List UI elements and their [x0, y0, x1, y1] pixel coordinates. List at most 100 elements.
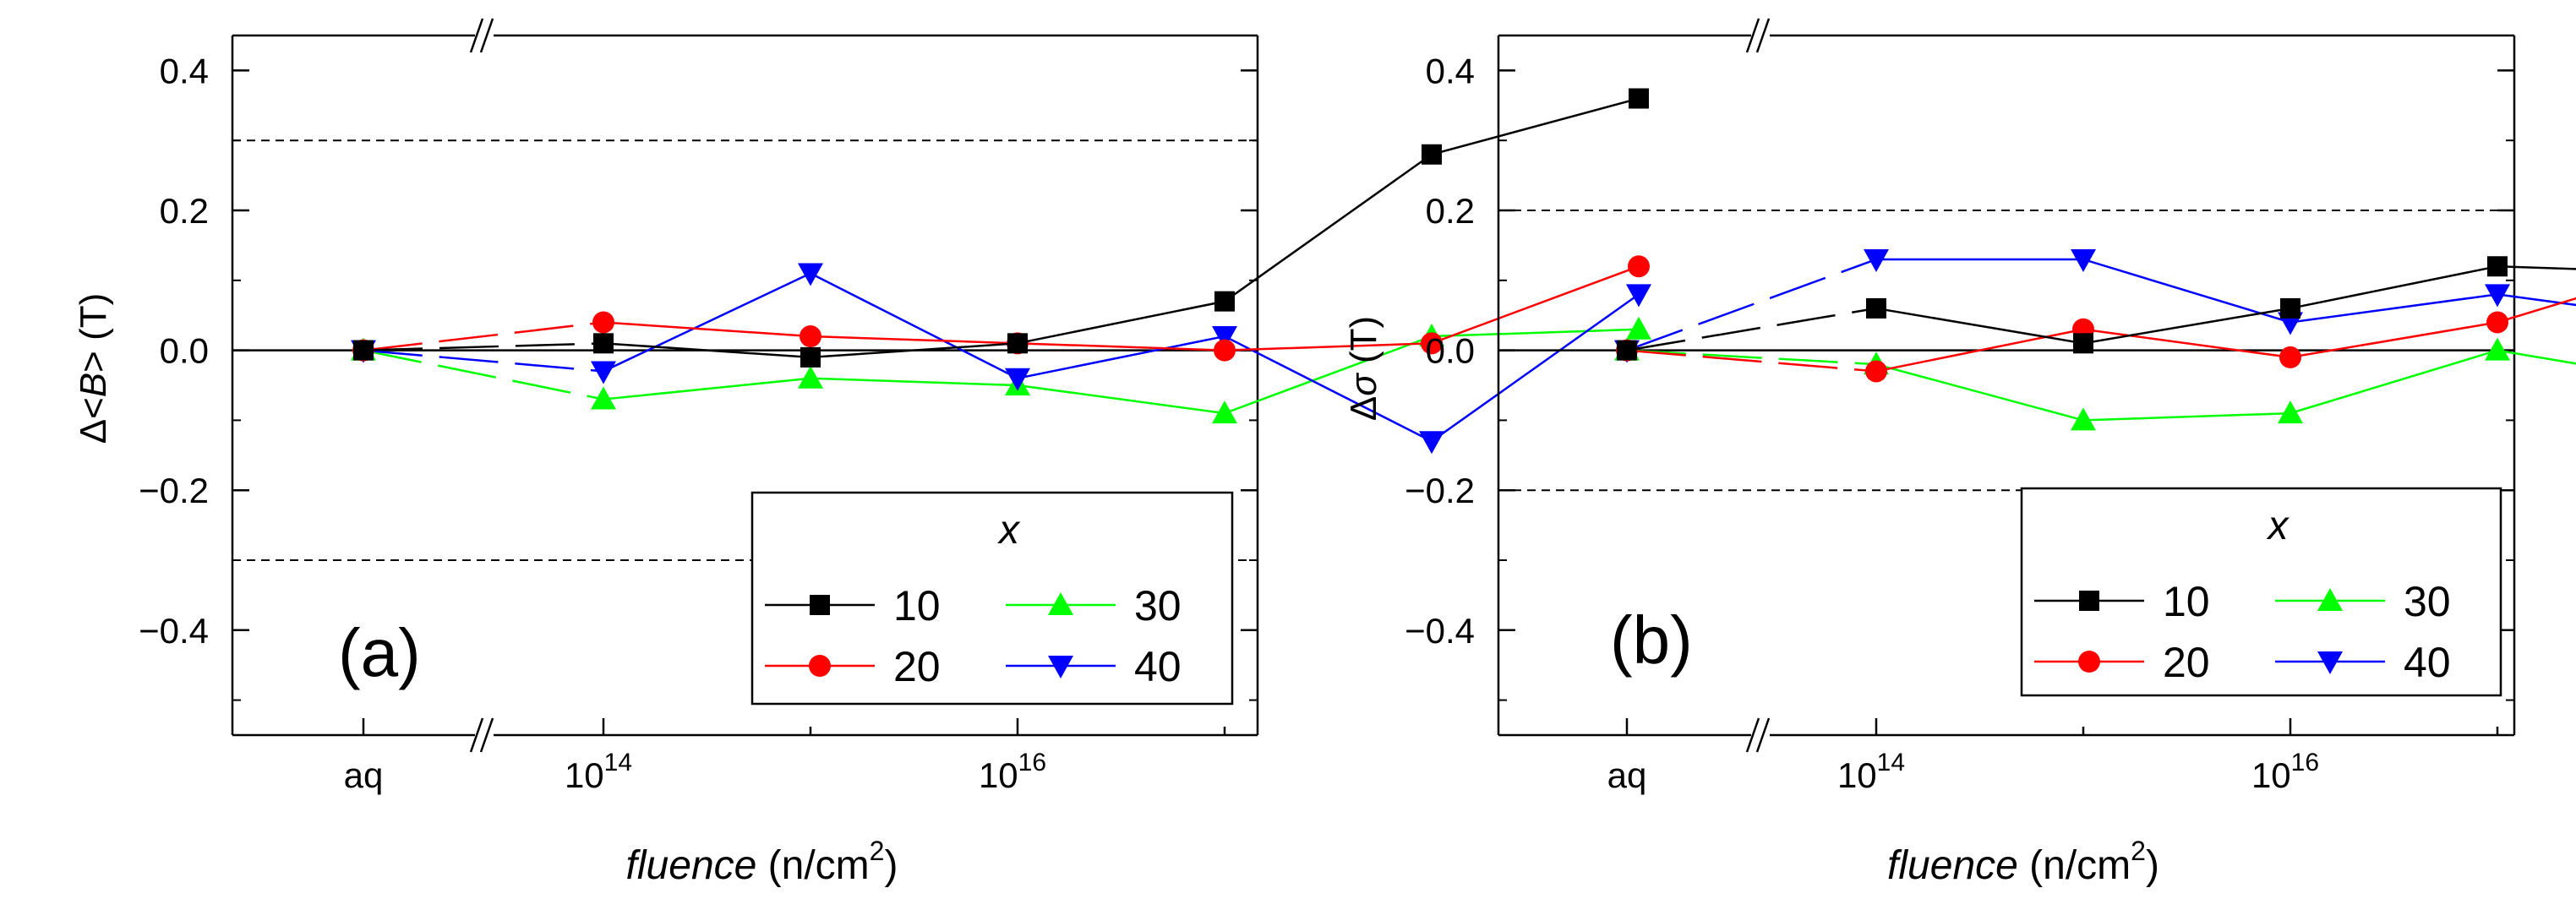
data-point-circle: [2279, 346, 2301, 368]
series-line-break-segment: [1626, 349, 1877, 366]
series-line: [1875, 264, 2576, 345]
data-point-triangle-up: [1048, 592, 1073, 615]
axis-break-mark: [469, 717, 484, 753]
data-point-triangle-up: [798, 365, 823, 389]
series-10: [353, 88, 1649, 368]
data-point-triangle-down: [2071, 248, 2096, 272]
series-line-break-segment: [1626, 349, 1877, 373]
x-tick-label-exponent: 16: [2291, 749, 2319, 776]
series-line-break-segment: [363, 321, 604, 351]
x-tick-label: 1014: [565, 749, 632, 795]
axis-break-mark: [469, 18, 484, 53]
legend-box: [750, 491, 1234, 706]
y-tick-label: −0.4: [1405, 611, 1475, 651]
axis-break-mark: [1745, 18, 1760, 53]
x-tick-label-base: 10: [1837, 755, 1877, 795]
legend-label: 10: [893, 582, 941, 629]
y-axis-label: Δσ (T): [1343, 316, 1384, 421]
series-40: [1614, 248, 2576, 363]
y-axis-label-prefix: Δ<: [73, 397, 114, 444]
data-point-triangle-down: [1864, 248, 1889, 272]
x-tick-label-exponent: 14: [1877, 749, 1905, 776]
data-point-square: [810, 595, 830, 615]
y-tick-label: 0.0: [1426, 331, 1475, 371]
x-axis-label-unit: (n/cm: [756, 843, 869, 888]
y-tick-label: 0.2: [1426, 191, 1475, 231]
series-line: [603, 97, 1640, 359]
x-tick-label-exponent: 14: [604, 749, 632, 776]
series-line-break-segment: [363, 349, 604, 373]
x-axis-label-variable: fluence: [626, 843, 757, 888]
data-point-triangle-up: [2317, 588, 2343, 611]
data-point-circle: [1421, 332, 1443, 355]
axis-break-gap-bottom: [1751, 731, 1770, 739]
data-point-triangle-up: [2485, 337, 2510, 361]
x-axis-label-superscript: 2: [870, 836, 885, 866]
y-tick-label: −0.2: [139, 471, 209, 510]
x-tick-label-base: 10: [979, 755, 1018, 795]
legend: x 10 20 30 40: [750, 491, 1234, 706]
data-point-square: [1214, 291, 1235, 312]
data-point-square: [2073, 333, 2093, 354]
x-axis-label-variable: fluence: [1887, 843, 2018, 888]
legend-entry-20: 20: [2034, 639, 2210, 686]
legend-entry-40: 40: [2275, 639, 2451, 686]
series-line: [1876, 258, 2576, 324]
data-point-triangle-down: [1419, 431, 1444, 455]
x-axis-label: fluence (n/cm2): [626, 836, 898, 888]
legend-label: 30: [2404, 578, 2451, 625]
series-line-break-segment: [1626, 258, 1877, 351]
series-line-break-segment: [363, 349, 604, 401]
data-point-triangle-up: [2278, 401, 2303, 424]
legend-label: 30: [1134, 582, 1182, 629]
data-point-circle: [1865, 360, 1887, 383]
y-axis-label-unit: > (T): [73, 293, 114, 373]
series-line-break-segment: [1626, 307, 1877, 351]
data-point-square: [1629, 88, 1649, 109]
data-point-triangle-down: [2317, 651, 2343, 674]
data-point-triangle-down: [1212, 326, 1237, 350]
y-axis-label-prefix: Δ: [1343, 396, 1384, 421]
series-line: [603, 265, 1640, 351]
y-tick-label: 0.2: [160, 191, 209, 231]
legend-entry-40: 40: [1006, 643, 1182, 690]
x-tick-label: 1016: [2251, 749, 2319, 795]
x-axis-label-unit: (n/cm: [2018, 843, 2131, 888]
x-axis-label-superscript: 2: [2131, 836, 2146, 866]
x-tick-label-aq: aq: [1607, 755, 1647, 795]
series-line: [603, 272, 1640, 443]
y-tick-label: −0.2: [1405, 471, 1475, 510]
series-line: [603, 328, 1640, 415]
x-tick-label-exponent: 16: [1018, 749, 1046, 776]
series-line: [1875, 297, 2576, 373]
legend-entry-10: 10: [765, 582, 941, 629]
axis-break-mark: [1755, 18, 1771, 53]
legend: x 10 20 30 40: [2020, 487, 2502, 697]
x-tick-label: 1014: [1837, 749, 1905, 795]
series-40: [351, 263, 1651, 455]
x-axis-label-close: ): [884, 843, 898, 888]
x-tick-label: 1016: [979, 749, 1046, 795]
data-point-square: [593, 333, 614, 354]
axis-break-mark: [1755, 717, 1771, 753]
data-point-circle: [809, 655, 831, 677]
y-tick-label: 0.4: [160, 51, 209, 90]
chart-panel-a: 0.40.20.0−0.2−0.4aq 1014 1016(a)x10203040Δ…: [73, 18, 1651, 888]
data-point-circle: [1628, 255, 1650, 278]
data-point-triangle-down: [1005, 368, 1030, 391]
data-point-triangle-down: [798, 263, 823, 286]
y-axis-label-variable: σ: [1343, 373, 1384, 396]
chart-panel-b: 0.40.20.0−0.2−0.4aq 1014 1016(b)x10203040Δ…: [1343, 18, 2576, 888]
legend-label: 10: [2163, 578, 2210, 625]
series-line: [1875, 349, 2576, 422]
legend-entry-30: 30: [1006, 582, 1182, 629]
axis-break-gap-top: [1751, 31, 1770, 40]
data-point-circle: [2078, 651, 2100, 673]
series-10: [1617, 256, 2576, 361]
legend-label: 20: [893, 643, 941, 690]
data-point-square: [1866, 297, 1886, 319]
axis-break-gap-bottom: [475, 731, 494, 739]
legend-entry-10: 10: [2034, 578, 2210, 625]
data-point-circle: [2486, 311, 2508, 334]
legend-entry-30: 30: [2275, 578, 2451, 625]
